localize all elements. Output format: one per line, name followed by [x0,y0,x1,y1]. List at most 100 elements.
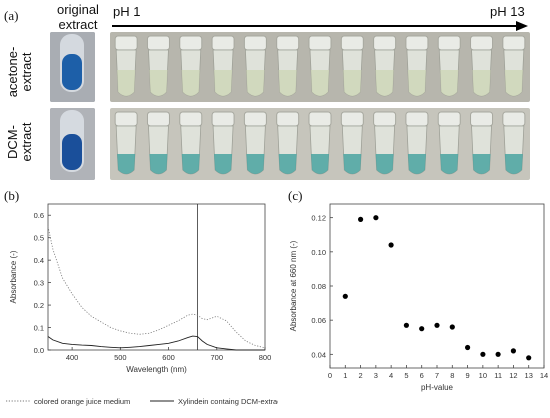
x-tick-label: 7 [435,371,439,380]
tube-liquid [504,154,523,174]
y-tick-label: 0.6 [34,211,44,220]
x-tick-label: 600 [162,353,175,362]
tube-cap [308,35,332,51]
x-tick-label: 10 [479,371,487,380]
tube-liquid [181,70,200,96]
series-line-2 [47,335,265,351]
tube-cap [502,35,526,51]
tube-liquid [472,70,491,96]
dcm-extract-tubes-photo [110,108,530,180]
ph-arrow [112,21,528,31]
data-point [358,216,364,222]
tube-cap [308,111,332,127]
row1-label-line1: acetone- [5,46,20,98]
data-point [495,351,501,357]
panel-c-label: (c) [288,188,303,203]
data-point [388,242,394,248]
tube-cap [340,111,364,127]
x-axis-label: Wavelength (nm) [126,365,187,374]
tube-cap [276,35,300,51]
tube-cap [373,111,397,127]
original-extract-label-line1: original [57,2,99,17]
original-extract-label-line2: extract [58,17,98,32]
y-tick-label: 0.12 [311,214,326,223]
y-tick-label: 0.1 [34,324,44,333]
y-tick-label: 0.4 [34,256,44,265]
data-point [342,293,348,299]
y-tick-label: 0.3 [34,279,44,288]
tube-cap [114,35,138,51]
tube-liquid [311,70,329,96]
tube-liquid [246,70,265,96]
tube-cap [211,111,235,127]
tube-liquid [117,154,136,174]
y-axis-label: Absorbance at 660 nm (-) [289,240,298,331]
x-tick-label: 2 [358,371,362,380]
tube-liquid [343,70,362,96]
tube-cap [405,35,429,51]
series-line-1 [47,226,266,349]
data-point [510,348,516,354]
tube-cap [373,35,397,51]
y-tick-label: 0.2 [34,301,44,310]
original-extract-photo-dcm [50,108,95,180]
tube-cap [243,111,267,127]
tube-cap [146,111,170,127]
tube-cap [437,35,461,51]
y-tick-label: 0.08 [311,282,326,291]
x-tick-label: 9 [465,371,469,380]
tube-liquid [246,154,265,174]
tube-liquid [375,154,394,174]
row1-label-line2: extract [19,52,34,92]
tube-cap [114,111,138,127]
x-tick-label: 8 [450,371,454,380]
tube-liquid [278,154,297,174]
tube-liquid [472,154,491,174]
x-tick-label: 6 [420,371,424,380]
tube-cap [276,111,300,127]
absorbance-spectrum-chart: 0.0 0.1 0.2 0.3 0.4 0.5 0.6 400 500 600 700 800 Wave… [6,203,278,406]
tube-cap [437,111,461,127]
y-tick-label: 0.10 [311,248,326,257]
data-point [449,324,455,330]
original-extract-label: original extract [48,2,108,32]
y-axis-label: Absorbance (-) [9,250,18,303]
x-tick-label: 500 [114,353,127,362]
tube-liquid [407,154,426,174]
tube-liquid [214,70,233,96]
x-tick-label: 5 [404,371,408,380]
row2-label-line1: DCM- [5,125,20,159]
data-point [465,344,471,351]
panel-a-label: (a) [4,8,19,23]
tube-cap [502,111,526,127]
ph-start-label: pH 1 [113,4,141,19]
x-tick-label: 700 [211,353,224,362]
tube-liquid [117,70,136,96]
x-tick-label: 13 [525,371,533,380]
tube-cap [243,35,267,51]
row2-label-line2: extract [19,122,34,162]
data-point [373,215,379,221]
tube-liquid [214,154,233,174]
y-tick-label: 0.0 [34,346,44,355]
x-tick-label: 3 [374,371,378,380]
tube-liquid [440,154,459,174]
y-tick-label: 0.06 [311,316,326,325]
y-tick-label: 0.5 [34,234,44,243]
x-tick-label: 14 [540,371,548,380]
original-extract-photo-acetone [50,32,95,102]
data-point [480,351,486,357]
x-tick-label: 0 [328,371,332,380]
legend-label-2: Xylindein containg DCM-extract [178,397,278,406]
tube-liquid [375,70,394,96]
tube-liquid [407,70,426,96]
ph-end-label: pH 13 [490,4,525,19]
data-point [526,355,532,361]
tube-cap [340,35,364,51]
data-point [419,326,425,332]
tube-liquid [149,70,168,96]
x-tick-label: 12 [509,371,517,380]
tube-cap [146,35,170,51]
tube-cap [179,111,203,127]
tube-cap [179,35,203,51]
